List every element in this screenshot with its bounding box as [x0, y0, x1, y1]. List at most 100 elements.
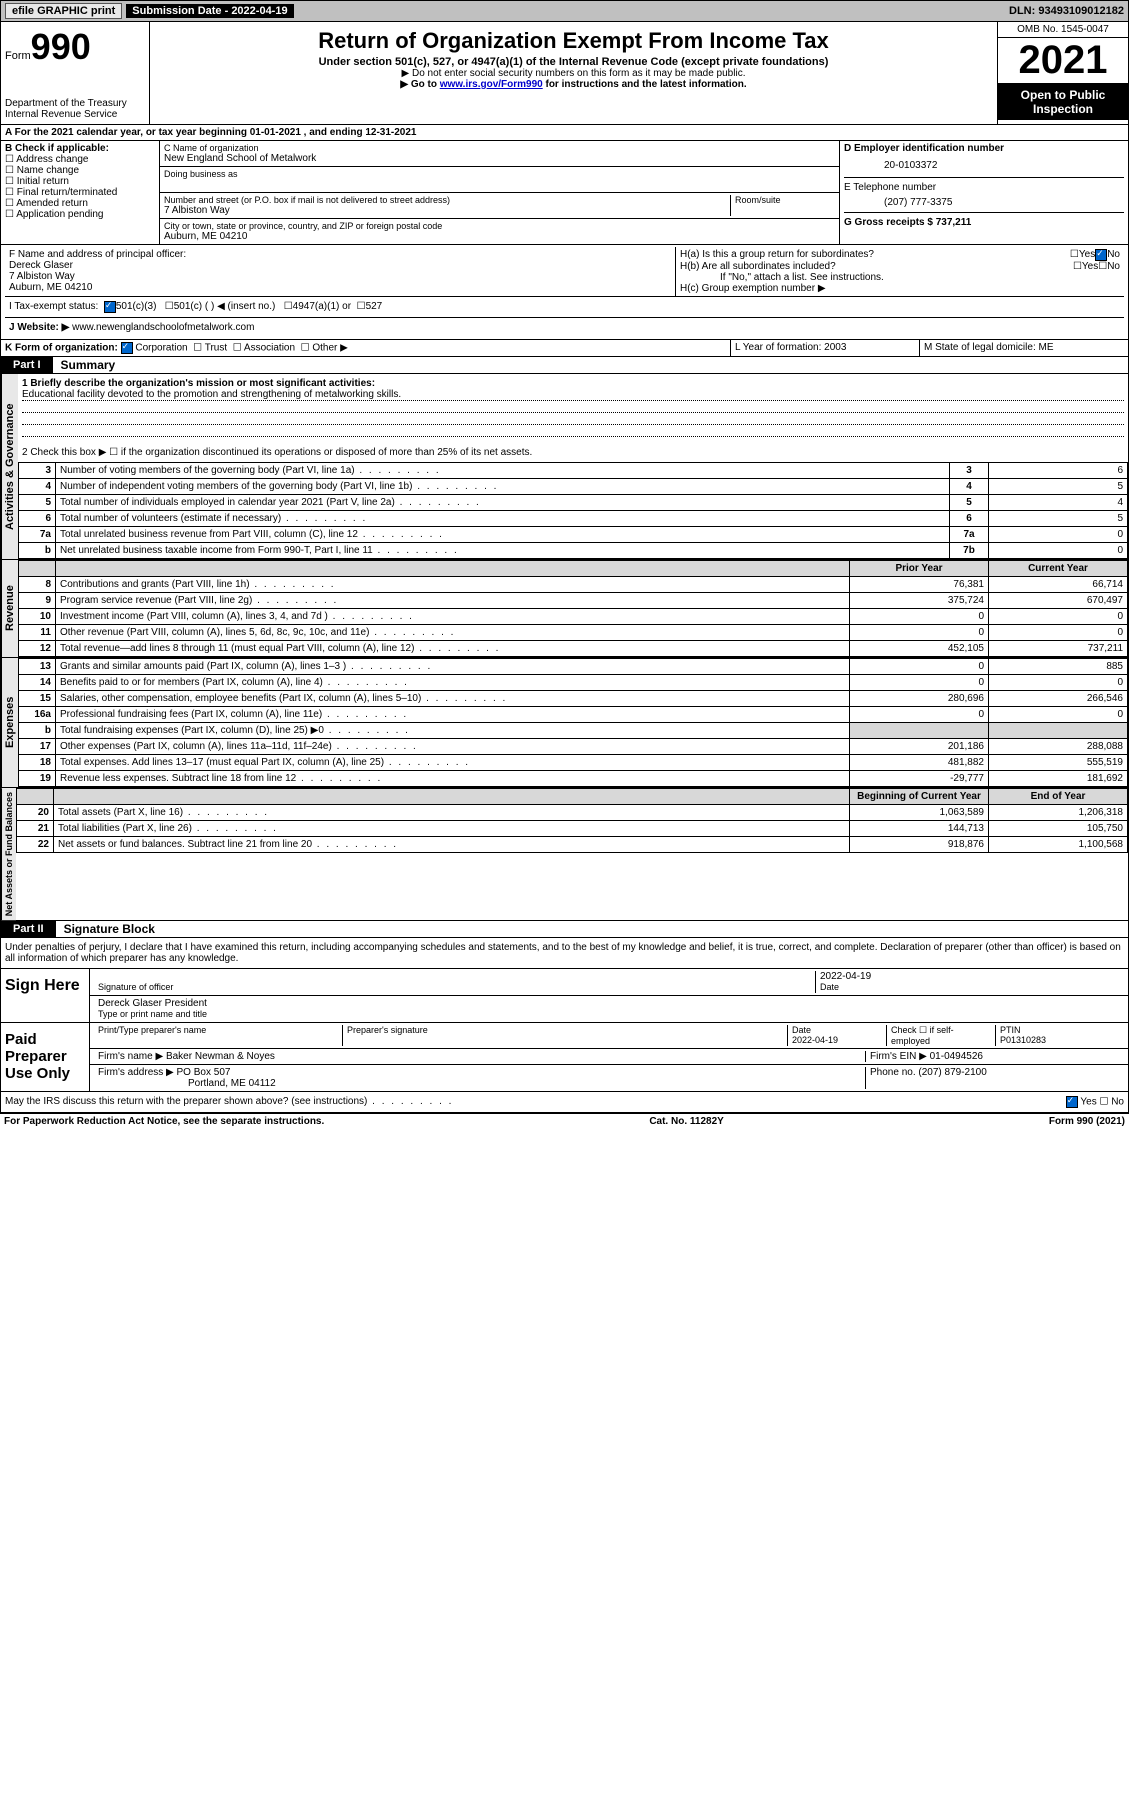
section-h: H(a) Is this a group return for subordin…: [675, 247, 1124, 296]
curr-val: 1,206,318: [989, 805, 1128, 821]
row-num: 8: [19, 577, 56, 593]
row-num: 16a: [19, 707, 56, 723]
hc-label: H(c) Group exemption number ▶: [680, 283, 1120, 294]
opt-address-change[interactable]: ☐ Address change: [5, 154, 155, 165]
hdr-curr: Current Year: [989, 561, 1128, 577]
opt-text: Application pending: [16, 209, 103, 220]
row-text: Other revenue (Part VIII, column (A), li…: [56, 625, 850, 641]
prior-val: 918,876: [850, 837, 989, 853]
phone: (207) 777-3375: [844, 193, 1124, 212]
ha-no-check[interactable]: [1095, 249, 1107, 261]
k-corp-check[interactable]: [121, 342, 133, 354]
paid-block: Paid Preparer Use Only Print/Type prepar…: [0, 1023, 1129, 1092]
org-name: New England School of Metalwork: [164, 153, 835, 164]
form-number: 990: [31, 26, 91, 67]
vtab-revenue: Revenue: [1, 560, 18, 657]
section-f: F Name and address of principal officer:…: [1, 245, 1128, 339]
hb-no[interactable]: ☐No: [1098, 261, 1120, 272]
identity-block: B Check if applicable: ☐ Address change …: [0, 141, 1129, 245]
q1-label: 1 Briefly describe the organization's mi…: [22, 378, 1124, 389]
row-num: 6: [19, 511, 56, 527]
row-box: 7b: [950, 543, 989, 559]
hb-label: H(b) Are all subordinates included?: [680, 261, 1073, 272]
row-num: 15: [19, 691, 56, 707]
irs-link[interactable]: www.irs.gov/Form990: [440, 79, 543, 90]
city: Auburn, ME 04210: [164, 231, 835, 242]
city-label: City or town, state or province, country…: [164, 221, 835, 231]
line-m: M State of legal domicile: ME: [920, 340, 1128, 356]
ein-label: D Employer identification number: [844, 143, 1124, 154]
sign-here-label: Sign Here: [1, 969, 90, 1022]
p-h4: Check ☐ if self-employed: [887, 1025, 996, 1046]
part1-tab: Part I: [1, 357, 53, 373]
row-text: Contributions and grants (Part VIII, lin…: [56, 577, 850, 593]
opt-4947: 4947(a)(1) or: [293, 301, 351, 313]
k-label: K Form of organization:: [5, 343, 118, 354]
row-num: 11: [19, 625, 56, 641]
ptin-label: PTIN: [1000, 1025, 1021, 1035]
row-box: 5: [950, 495, 989, 511]
opt-501c: 501(c) ( ) ◀ (insert no.): [174, 301, 276, 313]
row-value: 4: [989, 495, 1128, 511]
form-note1: ▶ Do not enter social security numbers o…: [154, 68, 993, 79]
footer-right: Form 990 (2021): [1049, 1116, 1125, 1127]
part1-header: Part I Summary: [0, 357, 1129, 374]
curr-val: 555,519: [989, 755, 1128, 771]
part2-title: Signature Block: [56, 922, 155, 936]
hb-yes[interactable]: ☐Yes: [1073, 261, 1098, 272]
q2: 2 Check this box ▶ ☐ if the organization…: [22, 447, 1124, 458]
opt-initial[interactable]: ☐ Initial return: [5, 176, 155, 187]
form-year-box: OMB No. 1545-0047 2021 Open to Public In…: [997, 22, 1128, 124]
form-label: Form: [5, 50, 31, 62]
note2-prefix: ▶ Go to: [400, 79, 439, 90]
ha-yes[interactable]: ☐Yes: [1070, 249, 1095, 261]
row-text: Total fundraising expenses (Part IX, col…: [56, 723, 850, 739]
gov-table: 3 Number of voting members of the govern…: [18, 462, 1128, 559]
row-box: 4: [950, 479, 989, 495]
part1-title: Summary: [53, 358, 116, 372]
discuss-yes[interactable]: [1066, 1096, 1078, 1108]
curr-val: 737,211: [989, 641, 1128, 657]
row-num: 13: [19, 659, 56, 675]
opt-name-change[interactable]: ☐ Name change: [5, 165, 155, 176]
opt-text: Initial return: [17, 176, 69, 187]
hb-note: If "No," attach a list. See instructions…: [680, 272, 1120, 283]
submission-date: Submission Date - 2022-04-19: [126, 4, 293, 18]
row-text: Number of independent voting members of …: [56, 479, 950, 495]
line-k: K Form of organization: Corporation ☐ Tr…: [1, 340, 731, 356]
curr-val: 670,497: [989, 593, 1128, 609]
row-text: Total number of volunteers (estimate if …: [56, 511, 950, 527]
ha-label: H(a) Is this a group return for subordin…: [680, 249, 1070, 261]
website[interactable]: www.newenglandschoolofmetalwork.com: [72, 322, 254, 333]
curr-val: 66,714: [989, 577, 1128, 593]
prior-val: 0: [850, 625, 989, 641]
efile-btn[interactable]: efile GRAPHIC print: [5, 3, 122, 19]
opt-amended[interactable]: ☐ Amended return: [5, 198, 155, 209]
k-other: Other ▶: [312, 343, 347, 354]
opt-final[interactable]: ☐ Final return/terminated: [5, 187, 155, 198]
row-box: 3: [950, 463, 989, 479]
501c3-check[interactable]: [104, 301, 116, 313]
hdr-prior: Prior Year: [850, 561, 989, 577]
top-bar: efile GRAPHIC print Submission Date - 20…: [0, 0, 1129, 22]
row-num: 18: [19, 755, 56, 771]
officer-addr2: Auburn, ME 04210: [9, 282, 671, 293]
opt-pending[interactable]: ☐ Application pending: [5, 209, 155, 220]
section-d: D Employer identification number 20-0103…: [839, 141, 1128, 244]
dept-label: Department of the Treasury: [5, 98, 145, 109]
part1-body: Activities & Governance 1 Briefly descri…: [0, 374, 1129, 560]
line-a: A For the 2021 calendar year, or tax yea…: [0, 125, 1129, 141]
row-value: 6: [989, 463, 1128, 479]
section-b: B Check if applicable: ☐ Address change …: [1, 141, 160, 244]
ein: 20-0103372: [844, 154, 1124, 177]
row-value: 5: [989, 511, 1128, 527]
row-num: 20: [17, 805, 54, 821]
row-text: Net assets or fund balances. Subtract li…: [54, 837, 850, 853]
dba-label: Doing business as: [164, 169, 835, 179]
row-text: Total unrelated business revenue from Pa…: [56, 527, 950, 543]
street-label: Number and street (or P.O. box if mail i…: [164, 195, 730, 205]
row-text: Professional fundraising fees (Part IX, …: [56, 707, 850, 723]
row-num: 7a: [19, 527, 56, 543]
officer-addr1: 7 Albiston Way: [9, 271, 671, 282]
exp-table: 13 Grants and similar amounts paid (Part…: [18, 658, 1128, 787]
